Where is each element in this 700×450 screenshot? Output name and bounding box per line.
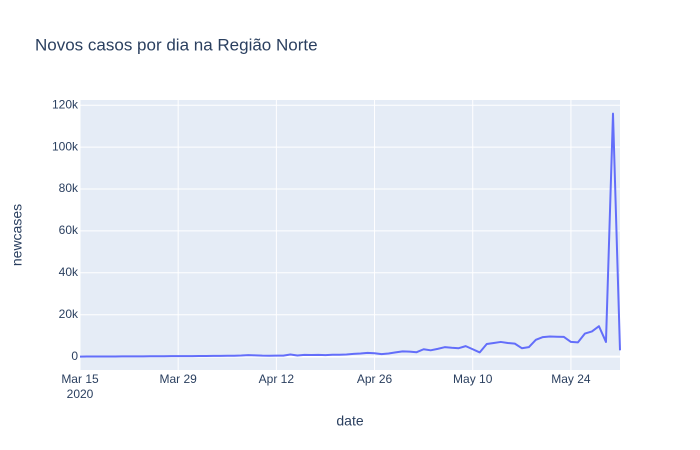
y-tick-label: 0 (71, 349, 78, 363)
x-tick-label: Mar 29 (160, 372, 198, 386)
data-line (79, 112, 621, 358)
y-tick-label: 20k (59, 307, 79, 321)
x-tick-label: May 24 (551, 372, 591, 386)
x-tick-label: Mar 15 2020 (61, 372, 99, 401)
y-axis-title: newcases (9, 204, 25, 266)
x-axis-title: date (336, 413, 363, 429)
y-tick-label: 60k (59, 223, 79, 237)
x-tick-label: Apr 12 (259, 372, 295, 386)
y-tick-label: 80k (59, 181, 79, 195)
x-tick-label: Apr 26 (357, 372, 393, 386)
x-tick-label: May 10 (453, 372, 493, 386)
chart-title: Novos casos por dia na Região Norte (35, 35, 318, 54)
plot-area (80, 100, 620, 370)
y-tick-label: 120k (52, 97, 79, 111)
y-tick-label: 40k (59, 265, 79, 279)
y-tick-label: 100k (52, 139, 79, 153)
